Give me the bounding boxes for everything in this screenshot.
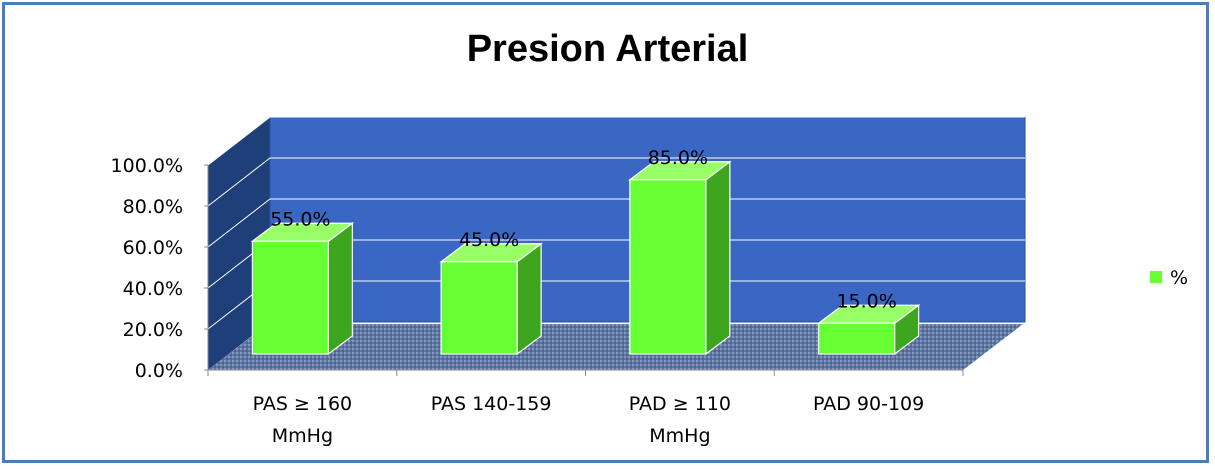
bar xyxy=(251,240,329,355)
data-label: 15.0% xyxy=(836,290,896,312)
bar xyxy=(629,179,707,355)
x-tick-label: PAD 90-109 xyxy=(813,393,924,415)
y-tick-label: 20.0% xyxy=(123,319,183,341)
gridline xyxy=(207,116,1025,166)
legend-label: % xyxy=(1170,267,1188,289)
x-tick-label: MmHg xyxy=(272,425,333,447)
bar-side xyxy=(327,222,353,356)
data-label: 55.0% xyxy=(270,208,330,230)
gridline xyxy=(207,157,1025,207)
y-tick-label: 100.0% xyxy=(111,155,183,177)
bar-side xyxy=(705,160,731,356)
data-label: 45.0% xyxy=(459,229,519,251)
y-tick-label: 80.0% xyxy=(123,196,183,218)
chart-title: Presion Arterial xyxy=(466,28,749,70)
bar-side xyxy=(516,242,542,356)
y-tick-label: 60.0% xyxy=(123,237,183,259)
x-tick-label: PAS 140-159 xyxy=(431,393,552,415)
y-tick-label: 0.0% xyxy=(135,360,183,382)
bar xyxy=(818,322,896,355)
bar xyxy=(440,261,518,355)
gridline xyxy=(207,198,1025,248)
y-tick-label: 40.0% xyxy=(123,278,183,300)
x-tick-label: PAD ≥ 110 xyxy=(629,393,731,415)
legend-swatch xyxy=(1150,271,1162,283)
data-label: 85.0% xyxy=(648,147,708,169)
x-tick-label: PAS ≥ 160 xyxy=(253,393,353,415)
x-tick-label: MmHg xyxy=(649,425,710,447)
